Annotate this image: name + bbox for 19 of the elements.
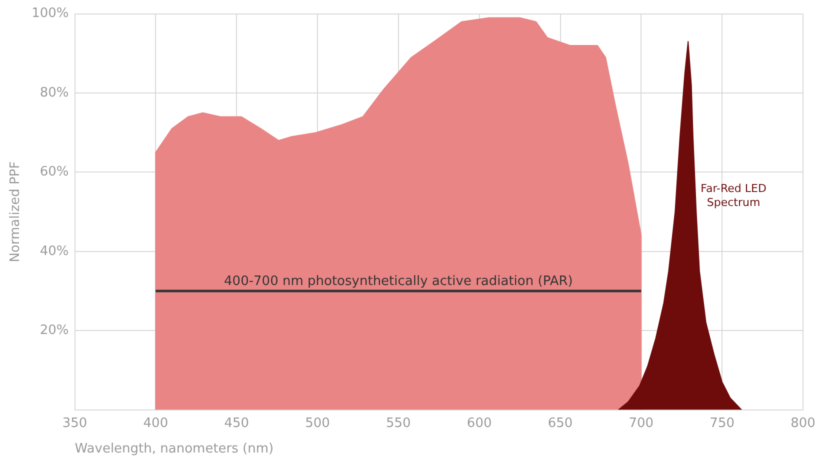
series-label: 400-700 nm photosynthetically active radiation (PAR) — [224, 274, 573, 289]
x-tick-label: 450 — [224, 416, 250, 431]
y-tick-label: 60% — [40, 164, 69, 180]
x-tick-label: 750 — [710, 416, 734, 431]
y-tick-label: 40% — [40, 244, 69, 259]
y-tick-label: 20% — [40, 322, 69, 338]
x-tick-label: 550 — [386, 416, 411, 431]
y-axis-title: Normalized PPF — [8, 161, 24, 262]
x-tick-label: 700 — [628, 416, 654, 431]
x-tick-label: 350 — [62, 416, 88, 431]
x-tick-label: 650 — [548, 416, 573, 431]
x-axis-title: Wavelength, nanometers (nm) — [74, 442, 274, 457]
y-tick-label: 80% — [40, 85, 69, 100]
series-label: Far-Red LED Spectrum — [700, 182, 766, 210]
x-tick-label: 400 — [143, 416, 168, 431]
x-tick-label: 800 — [790, 416, 816, 431]
y-tick-label: 100% — [32, 6, 69, 22]
x-tick-label: 500 — [305, 416, 330, 431]
x-tick-label: 600 — [466, 416, 492, 431]
